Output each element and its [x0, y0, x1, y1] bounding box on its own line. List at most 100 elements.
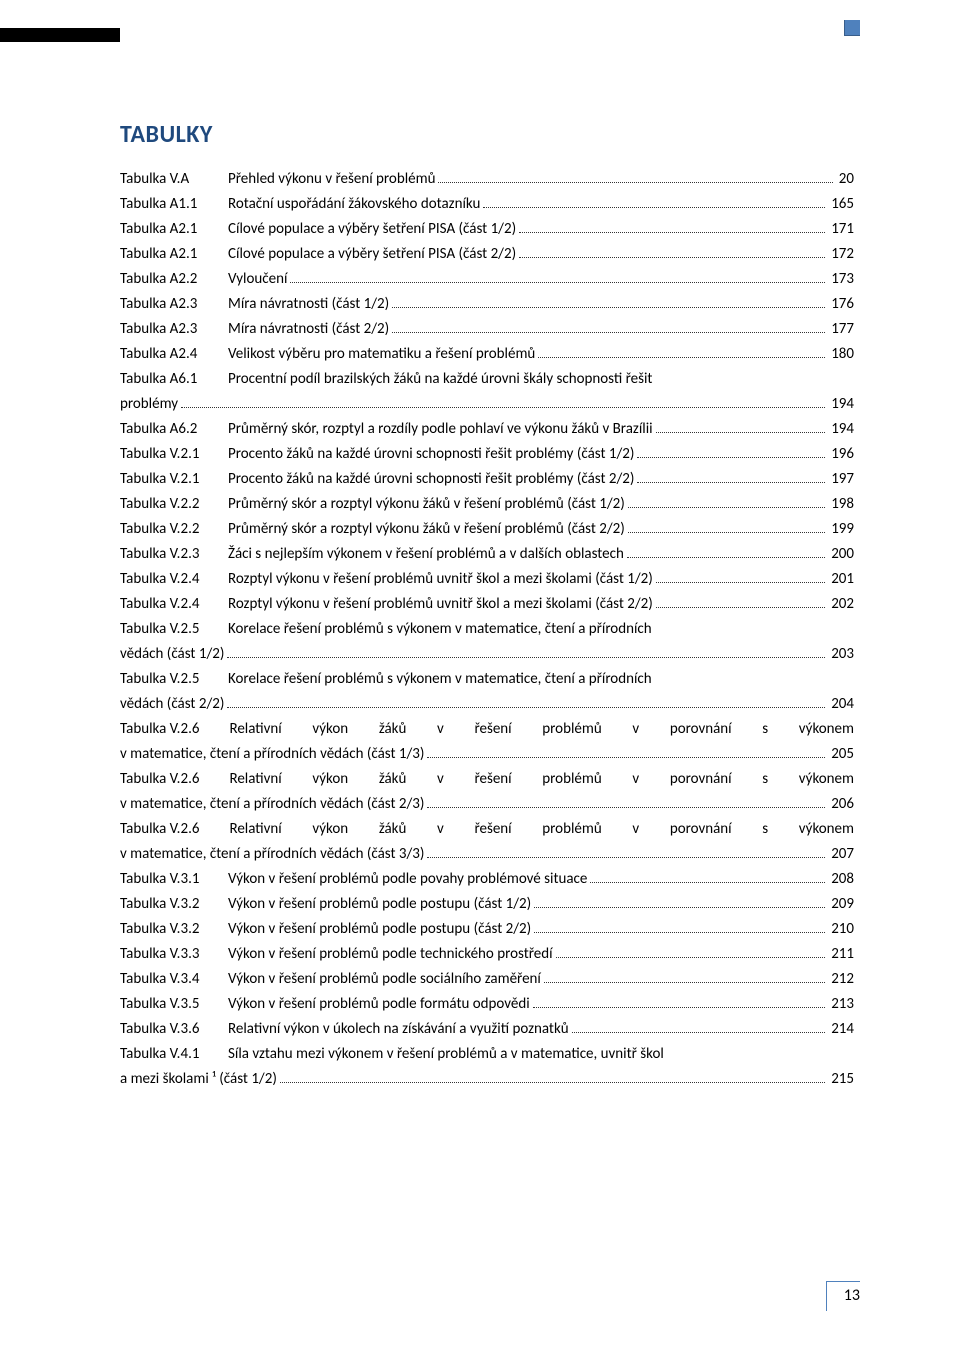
toc-leader-dots [628, 532, 825, 533]
toc-entry-continuation: problémy194 [120, 392, 854, 416]
toc-entry: Tabulka A6.1Procentní podíl brazilských … [120, 367, 854, 391]
toc-leader-dots [538, 357, 825, 358]
toc-entry-page: 20 [836, 167, 854, 191]
toc-entry-title: Průměrný skór a rozptyl výkonu žáků v ře… [228, 517, 625, 541]
toc-entry-page: 204 [828, 692, 854, 716]
toc-entry: Tabulka V.2.1Procento žáků na každé úrov… [120, 467, 854, 491]
toc-entry-title: Korelace řešení problémů s výkonem v mat… [228, 617, 652, 641]
toc-entry-page: 172 [828, 242, 854, 266]
toc-entry-page: 212 [828, 967, 854, 991]
toc-entry-label: Tabulka V.2.1 [120, 442, 228, 466]
toc-leader-dots [572, 1032, 826, 1033]
toc-entry-title: Rozptyl výkonu v řešení problémů uvnitř … [228, 567, 653, 591]
toc-leader-dots [227, 707, 825, 708]
toc-entry: Tabulka V.2.5Korelace řešení problémů s … [120, 667, 854, 691]
toc-entry-label: Tabulka V.2.4 [120, 592, 228, 616]
toc-entry-title: Výkon v řešení problémů podle postupu (č… [228, 892, 531, 916]
toc-leader-dots [637, 457, 825, 458]
toc-entry-page: 198 [828, 492, 854, 516]
toc-entry-page: 202 [828, 592, 854, 616]
toc-entry: Tabulka V.3.3Výkon v řešení problémů pod… [120, 942, 854, 966]
toc-entry-title: Vyloučení [228, 267, 287, 291]
toc-leader-dots [627, 557, 825, 558]
toc-leader-dots [556, 957, 826, 958]
toc-entry-label: Tabulka A2.3 [120, 292, 228, 316]
toc-entry-title: Relativní výkon žáků v řešení problémů v… [205, 817, 854, 841]
toc-entry: Tabulka V.2.6Relativní výkon žáků v řeše… [120, 717, 854, 741]
toc-entry-label: Tabulka V.2.6 [120, 717, 205, 741]
toc-entry-title: Relativní výkon v úkolech na získávání a… [228, 1017, 569, 1041]
toc-entry-title: Relativní výkon žáků v řešení problémů v… [205, 717, 854, 741]
toc-entry-label: Tabulka V.2.6 [120, 817, 205, 841]
toc-entry: Tabulka V.3.6Relativní výkon v úkolech n… [120, 1017, 854, 1041]
toc-entry-title: Procento žáků na každé úrovni schopnosti… [228, 442, 634, 466]
toc-entry: Tabulka V.3.5Výkon v řešení problémů pod… [120, 992, 854, 1016]
section-heading: TABULKY [120, 120, 854, 149]
toc-entry: Tabulka V.3.2Výkon v řešení problémů pod… [120, 917, 854, 941]
toc-entry-title: Korelace řešení problémů s výkonem v mat… [228, 667, 652, 691]
toc-entry-title: Míra návratnosti (část 1/2) [228, 292, 389, 316]
toc-entry-label: Tabulka V.2.2 [120, 492, 228, 516]
toc-entry: Tabulka V.2.5Korelace řešení problémů s … [120, 617, 854, 641]
toc-entry: Tabulka V.2.2Průměrný skór a rozptyl výk… [120, 517, 854, 541]
toc-entry-title: Výkon v řešení problémů podle postupu (č… [228, 917, 531, 941]
toc-entry-title-continuation: a mezi školami ¹ (část 1/2) [120, 1067, 277, 1091]
toc-entry: Tabulka A2.3Míra návratnosti (část 2/2)1… [120, 317, 854, 341]
toc-entry-label: Tabulka A2.1 [120, 217, 228, 241]
toc-entry-label: Tabulka A6.1 [120, 367, 228, 391]
toc-entry-title: Průměrný skór a rozptyl výkonu žáků v ře… [228, 492, 625, 516]
toc-entry-continuation: v matematice, čtení a přírodních vědách … [120, 742, 854, 766]
toc-entry-page: 211 [828, 942, 854, 966]
toc-entry: Tabulka V.2.6Relativní výkon žáků v řeše… [120, 767, 854, 791]
toc-entry-continuation: vědách (část 2/2)204 [120, 692, 854, 716]
toc-entry: Tabulka V.APřehled výkonu v řešení probl… [120, 167, 854, 191]
toc-entry: Tabulka V.3.2Výkon v řešení problémů pod… [120, 892, 854, 916]
page-number: 13 [826, 1281, 860, 1311]
toc-entry-page: 177 [828, 317, 854, 341]
toc-entry-title-continuation: v matematice, čtení a přírodních vědách … [120, 842, 424, 866]
toc-entry-label: Tabulka V.2.3 [120, 542, 228, 566]
toc-entry-page: 200 [828, 542, 854, 566]
toc-entry-label: Tabulka V.3.2 [120, 892, 228, 916]
toc-entry: Tabulka A6.2Průměrný skór, rozptyl a roz… [120, 417, 854, 441]
toc-entry: Tabulka A2.2Vyloučení173 [120, 267, 854, 291]
toc-entry-label: Tabulka V.2.2 [120, 517, 228, 541]
toc-entry-title: Výkon v řešení problémů podle technickéh… [228, 942, 553, 966]
toc-leader-dots [427, 807, 825, 808]
toc-entry-label: Tabulka A2.3 [120, 317, 228, 341]
toc-entry-label: Tabulka A2.4 [120, 342, 228, 366]
toc-entry-label: Tabulka V.3.1 [120, 867, 228, 891]
toc-entry-title: Cílové populace a výběry šetření PISA (č… [228, 217, 516, 241]
toc-entry-page: 205 [828, 742, 854, 766]
toc-entry-continuation: v matematice, čtení a přírodních vědách … [120, 792, 854, 816]
toc-entry-title: Rotační uspořádání žákovského dotazníku [228, 192, 480, 216]
toc-entry-title-continuation: problémy [120, 392, 178, 416]
toc-entry-page: 197 [828, 467, 854, 491]
toc-leader-dots [181, 407, 825, 408]
toc-entry-page: 209 [828, 892, 854, 916]
toc-leader-dots [534, 907, 825, 908]
toc-entry-label: Tabulka V.3.4 [120, 967, 228, 991]
toc-entry-page: 208 [828, 867, 854, 891]
toc-leader-dots [392, 307, 825, 308]
toc-entry: Tabulka V.2.4Rozptyl výkonu v řešení pro… [120, 592, 854, 616]
table-of-contents: Tabulka V.APřehled výkonu v řešení probl… [120, 167, 854, 1091]
toc-entry-label: Tabulka A2.2 [120, 267, 228, 291]
document-page: TABULKY Tabulka V.APřehled výkonu v řeše… [0, 0, 960, 1351]
toc-entry-page: 171 [828, 217, 854, 241]
toc-leader-dots [483, 207, 825, 208]
toc-leader-dots [227, 657, 825, 658]
toc-leader-dots [519, 257, 825, 258]
toc-entry-page: 180 [828, 342, 854, 366]
toc-entry-page: 165 [828, 192, 854, 216]
header-accent-square [844, 20, 860, 36]
toc-entry: Tabulka A2.4Velikost výběru pro matemati… [120, 342, 854, 366]
toc-entry-title: Rozptyl výkonu v řešení problémů uvnitř … [228, 592, 653, 616]
toc-entry-label: Tabulka V.4.1 [120, 1042, 228, 1066]
toc-entry-label: Tabulka V.3.3 [120, 942, 228, 966]
toc-entry-label: Tabulka A1.1 [120, 192, 228, 216]
toc-leader-dots [628, 507, 825, 508]
toc-entry: Tabulka A2.1Cílové populace a výběry šet… [120, 217, 854, 241]
toc-entry-page: 203 [828, 642, 854, 666]
toc-entry-label: Tabulka V.2.1 [120, 467, 228, 491]
